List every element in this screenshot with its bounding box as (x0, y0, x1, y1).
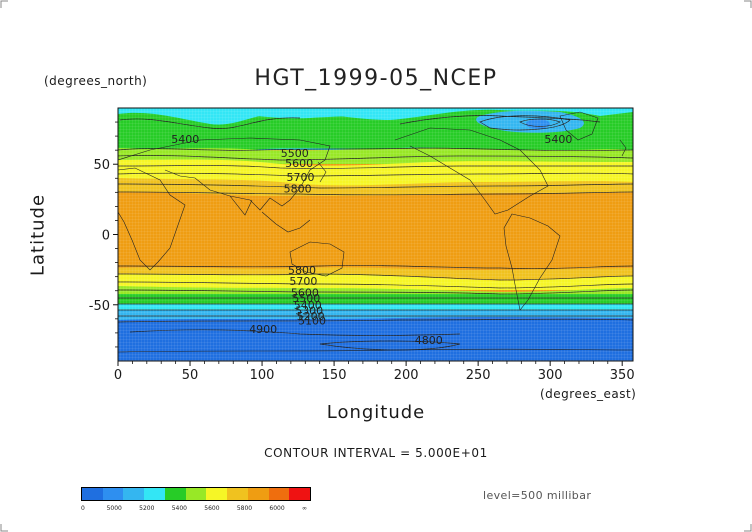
contour-label: 5800 (288, 264, 316, 277)
colorbar-swatch (289, 488, 311, 500)
colorbar-swatch (268, 488, 290, 500)
x-axis-label: Longitude (326, 402, 426, 423)
colorbar (81, 487, 311, 501)
india-outline (229, 195, 253, 216)
corner-mark-br (744, 524, 752, 532)
coastlines (118, 111, 633, 353)
plot-title: HGT_1999-05_NCEP (254, 66, 498, 91)
level-note: level=500 millibar (483, 489, 592, 502)
contour-label: 5200 (297, 310, 325, 323)
x-tick-label: 350 (610, 368, 635, 383)
contour-label: 5800 (284, 182, 312, 195)
x-tick-label: 150 (322, 368, 347, 383)
contour-label: 5300 (295, 305, 323, 318)
contour-interval: CONTOUR INTERVAL = 5.000E+01 (264, 446, 488, 460)
y-tick-label: -50 (89, 299, 110, 314)
colorbar-label: 5400 (171, 505, 187, 512)
greenland-outline (559, 111, 599, 141)
x-tick-label: 300 (538, 368, 563, 383)
colorbar-swatch (123, 488, 145, 500)
x-axis: 0 50 100 150 200 250 300 350 (114, 361, 635, 383)
x-tick-label: 200 (394, 368, 419, 383)
colorbar-label: 5600 (204, 505, 220, 512)
x-tick-label: 50 (182, 368, 199, 383)
antarctica-outline (118, 348, 633, 353)
colorbar-swatch (82, 488, 103, 500)
contour-label: 5700 (289, 275, 317, 288)
contour-label: 5400 (171, 133, 199, 146)
height-field: 5400550056005700580054005800570056005500… (118, 108, 633, 361)
uk-outline (619, 139, 627, 157)
y-tick-label: 50 (93, 158, 110, 173)
contour-label: 5600 (285, 157, 313, 170)
colorbar-label: 5200 (139, 505, 155, 512)
colorbar-label: 5800 (236, 505, 253, 512)
contour-label: 4900 (249, 323, 277, 336)
colorbar-swatch (206, 488, 228, 500)
grid-overlay (118, 108, 633, 361)
contour-label: 5500 (281, 147, 309, 160)
contour-label: 5700 (287, 171, 315, 184)
colorbar-swatch (102, 488, 124, 500)
colorbar-swatch (185, 488, 207, 500)
japan-outline (317, 161, 327, 183)
contour-label: 5400 (544, 133, 572, 146)
colorbar-swatch (144, 488, 165, 500)
eurasia-outline (118, 137, 331, 211)
x-tick-label: 0 (114, 368, 122, 383)
se-asia-outline (261, 211, 311, 233)
colorbar-label: 0 (81, 505, 85, 512)
x-tick-label: 100 (250, 368, 275, 383)
colorbar-label: 5000 (106, 505, 122, 512)
colorbar-swatch (247, 488, 269, 500)
y-tick-label: 0 (102, 229, 110, 244)
contour-label: 5400 (294, 299, 322, 312)
y-axis: 50 0 -50 (89, 121, 118, 348)
contour-label: 5600 (291, 286, 319, 299)
colorbar-label: ∞ (302, 505, 307, 512)
colorbar-label: 6000 (269, 505, 285, 512)
contour-labels: 5400550056005700580054005800570056005500… (171, 133, 572, 347)
contour-label: 4800 (415, 334, 443, 347)
australia-outline (289, 241, 345, 277)
south-america-outline (503, 213, 561, 311)
contour-label: 5100 (298, 314, 326, 327)
corner-mark-bl (0, 524, 8, 532)
contour-label: 5500 (292, 292, 320, 305)
colorbar-swatch (164, 488, 186, 500)
north-america-outline (394, 127, 549, 215)
colorbar-swatch (227, 488, 248, 500)
corner-mark-tl (0, 0, 8, 8)
x-axis-unit: (degrees_east) (540, 387, 637, 401)
x-tick-label: 250 (466, 368, 491, 383)
corner-mark-tr (744, 0, 752, 8)
y-axis-unit: (degrees_north) (44, 74, 148, 88)
africa-outline (118, 167, 186, 271)
